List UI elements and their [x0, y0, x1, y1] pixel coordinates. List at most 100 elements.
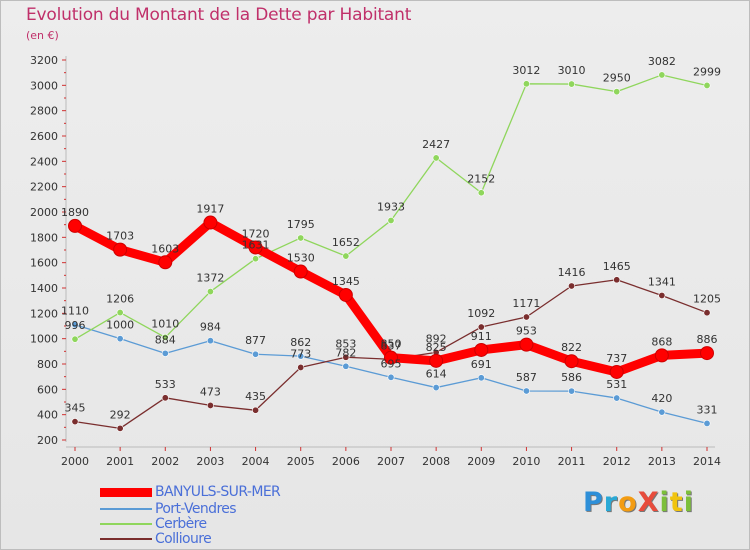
- data-point: [519, 337, 534, 352]
- data-point: [654, 348, 669, 363]
- data-point: [342, 252, 350, 260]
- x-tick-label: 2002: [151, 455, 179, 468]
- x-tick-label: 2014: [693, 455, 721, 468]
- data-point: [703, 81, 711, 89]
- data-point: [658, 71, 666, 79]
- data-label: 1720: [242, 227, 270, 240]
- data-point: [384, 350, 398, 365]
- data-point: [252, 350, 260, 358]
- data-label: 345: [65, 402, 86, 415]
- data-label: 996: [65, 319, 86, 332]
- data-label: 3012: [512, 64, 540, 77]
- data-point: [116, 309, 124, 317]
- data-point: [116, 424, 124, 432]
- data-point: [477, 374, 485, 382]
- data-point: [432, 154, 440, 162]
- data-point: [161, 333, 169, 341]
- y-tick-label: 3200: [30, 54, 58, 67]
- data-label: 1000: [106, 319, 134, 332]
- data-point: [297, 352, 305, 360]
- data-point: [522, 387, 530, 395]
- data-label: 825: [426, 341, 447, 354]
- data-label: 1795: [287, 218, 315, 231]
- x-tick-label: 2013: [648, 455, 676, 468]
- y-tick-label: 2600: [30, 130, 58, 143]
- data-point: [568, 387, 576, 395]
- data-label: 1416: [558, 266, 586, 279]
- data-point: [429, 353, 444, 368]
- data-label: 420: [651, 392, 672, 405]
- x-tick-label: 2009: [467, 455, 495, 468]
- chart-subtitle: (en €): [26, 29, 59, 42]
- data-label: 862: [290, 336, 311, 349]
- data-label: 953: [516, 325, 537, 338]
- data-label: 1110: [61, 305, 89, 318]
- y-tick-label: 2400: [30, 155, 58, 168]
- data-point: [613, 276, 621, 284]
- data-label: 911: [471, 330, 492, 343]
- data-point: [387, 216, 395, 224]
- data-point: [116, 335, 124, 343]
- data-label: 2999: [693, 65, 721, 78]
- y-tick-label: 200: [37, 434, 58, 447]
- data-label: 473: [200, 385, 221, 398]
- data-point: [71, 321, 79, 329]
- data-label: 533: [155, 378, 176, 391]
- data-label: 1206: [106, 293, 134, 306]
- data-label: 892: [426, 332, 447, 345]
- data-label: 587: [516, 371, 537, 384]
- legend-item: Cerbère: [100, 516, 207, 532]
- data-label: 1631: [242, 239, 270, 252]
- data-label: 1171: [512, 297, 540, 310]
- data-label: 1092: [467, 307, 495, 320]
- data-point: [71, 335, 79, 343]
- data-label: 531: [606, 378, 627, 391]
- data-label: 773: [290, 347, 311, 360]
- data-point: [161, 349, 169, 357]
- x-tick-label: 2006: [332, 455, 360, 468]
- chart-title: Evolution du Montant de la Dette par Hab…: [26, 5, 412, 25]
- data-label: 3010: [558, 64, 586, 77]
- data-label: 1933: [377, 200, 405, 213]
- y-tick-label: 2000: [30, 206, 58, 219]
- data-label: 691: [471, 358, 492, 371]
- data-label: 2152: [467, 173, 495, 186]
- x-tick-label: 2001: [106, 455, 134, 468]
- data-label: 1345: [332, 275, 360, 288]
- proxiti-logo: ProXiti: [583, 487, 694, 518]
- data-label: 837: [381, 339, 402, 352]
- data-point: [477, 189, 485, 197]
- data-point: [342, 362, 350, 370]
- data-label: 1603: [151, 242, 179, 255]
- legend-label: Port-Vendres: [155, 501, 237, 517]
- data-label: 1890: [61, 206, 89, 219]
- legend-swatch: [100, 523, 152, 525]
- data-point: [297, 363, 305, 371]
- data-point: [158, 255, 173, 270]
- y-tick-label: 1800: [30, 231, 58, 244]
- data-label: 886: [697, 333, 718, 346]
- data-label: 822: [561, 341, 582, 354]
- x-tick-label: 2011: [558, 455, 586, 468]
- x-tick-label: 2005: [287, 455, 315, 468]
- data-label: 1917: [196, 203, 224, 216]
- data-point: [252, 255, 260, 263]
- data-point: [206, 401, 214, 409]
- data-point: [297, 234, 305, 242]
- data-point: [613, 88, 621, 96]
- x-tick-label: 2004: [242, 455, 270, 468]
- data-label: 884: [155, 333, 176, 346]
- y-tick-label: 400: [37, 409, 58, 422]
- legend-swatch: [100, 508, 152, 510]
- data-label: 1465: [603, 260, 631, 273]
- data-point: [113, 242, 128, 257]
- data-label: 868: [651, 335, 672, 348]
- data-point: [68, 218, 82, 233]
- data-label: 586: [561, 371, 582, 384]
- x-tick-label: 2008: [422, 455, 450, 468]
- data-point: [161, 394, 169, 402]
- y-tick-label: 1400: [30, 282, 58, 295]
- legend-swatch: [100, 487, 152, 497]
